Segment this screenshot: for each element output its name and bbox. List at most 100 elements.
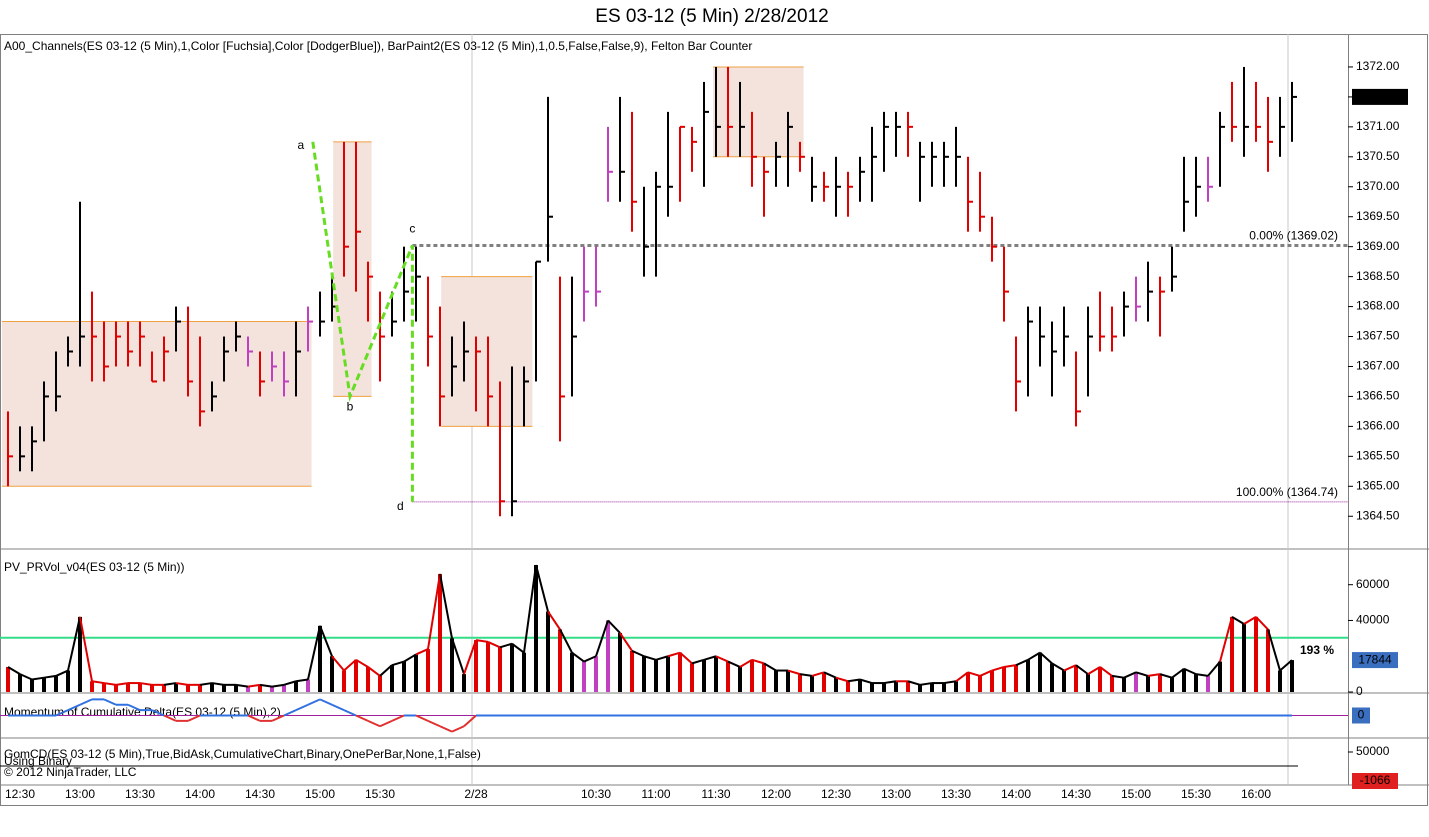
- y-tick-label: 60000: [1356, 577, 1390, 591]
- volume-line: [655, 655, 669, 661]
- volume-bar: [126, 683, 130, 692]
- volume-line: [823, 671, 837, 679]
- volume-bar: [150, 684, 154, 692]
- volume-bar: [1206, 675, 1210, 692]
- volume-bar: [690, 663, 694, 692]
- y-tick-label: 1366.00: [1356, 419, 1400, 433]
- volume-bar: [54, 675, 58, 692]
- volume-line: [1231, 616, 1245, 625]
- volume-line: [319, 625, 333, 657]
- volume-bar: [630, 650, 634, 692]
- volume-line: [1075, 664, 1089, 675]
- x-tick-label: 11:30: [701, 787, 730, 801]
- momentum-line: [283, 709, 297, 717]
- panel-title: GomCD(ES 03-12 (5 Min),True,BidAsk,Cumul…: [4, 747, 481, 761]
- volume-bar: [846, 681, 850, 692]
- volume-line: [19, 673, 33, 681]
- last-price-tag-bg: [1352, 88, 1408, 105]
- x-tick-label: 12:00: [761, 787, 791, 801]
- y-tick-label: 1369.00: [1356, 239, 1400, 253]
- volume-bar: [798, 674, 802, 692]
- volume-bar: [726, 661, 730, 692]
- volume-line: [1123, 671, 1137, 679]
- volume-line: [1183, 667, 1197, 676]
- volume-line: [163, 682, 177, 686]
- volume-line: [679, 651, 693, 665]
- volume-bar: [186, 684, 190, 692]
- frame: [0, 34, 1428, 806]
- volume-line: [787, 669, 801, 676]
- y-tick-label: 1364.50: [1356, 508, 1400, 522]
- volume-bar: [426, 649, 430, 692]
- volume-bar: [486, 641, 490, 692]
- x-tick-label: 10:30: [581, 787, 611, 801]
- volume-bar: [1230, 616, 1234, 692]
- volume-line: [631, 649, 645, 658]
- x-tick-label: 15:30: [365, 787, 395, 801]
- volume-bar: [1038, 652, 1042, 692]
- volume-line: [595, 620, 609, 657]
- momentum-line: [367, 719, 381, 728]
- x-tick-label: 15:00: [1121, 787, 1151, 801]
- volume-tag-bg: [1352, 652, 1398, 669]
- volume-line: [247, 683, 261, 688]
- volume-bar: [1014, 665, 1018, 692]
- volume-line: [1279, 659, 1293, 672]
- volume-bar: [438, 573, 442, 692]
- y-tick-label: 1365.00: [1356, 478, 1400, 492]
- x-tick-label: 12:30: [821, 787, 851, 801]
- volume-bar: [102, 683, 106, 692]
- volume-line: [919, 682, 933, 686]
- volume-line: [235, 683, 249, 688]
- zigzag-label: c: [409, 222, 415, 236]
- x-tick-label: 13:00: [65, 787, 95, 801]
- channel: [441, 276, 533, 427]
- volume-line: [307, 625, 321, 680]
- x-tick-label: 14:00: [1001, 787, 1031, 801]
- volume-line: [847, 678, 861, 683]
- volume-line: [283, 680, 297, 686]
- volume-line: [523, 564, 537, 653]
- volume-bar: [282, 684, 286, 692]
- volume-bar: [966, 672, 970, 692]
- volume-bar: [198, 684, 202, 692]
- volume-bar: [990, 670, 994, 692]
- y-tick-label: 1368.50: [1356, 269, 1400, 283]
- volume-bar: [834, 677, 838, 692]
- volume-line: [1003, 664, 1017, 668]
- volume-bar: [762, 663, 766, 692]
- volume-bar: [222, 684, 226, 692]
- volume-line: [331, 655, 345, 672]
- gom-tag: -1066: [1360, 773, 1391, 787]
- volume-line: [511, 642, 525, 654]
- volume-bar: [498, 647, 502, 692]
- indicator-label: A00_Channels(ES 03-12 (5 Min),1,Color [F…: [4, 39, 752, 53]
- volume-bar: [330, 656, 334, 692]
- volume-line: [739, 658, 753, 668]
- volume-bar: [702, 659, 706, 692]
- y-tick-label: 1367.00: [1356, 359, 1400, 373]
- volume-line: [583, 655, 597, 663]
- volume-bar: [570, 652, 574, 692]
- x-tick-label: 16:00: [1241, 787, 1271, 801]
- volume-bar: [894, 681, 898, 692]
- volume-line: [883, 680, 897, 685]
- x-tick-label: 14:30: [245, 787, 275, 801]
- volume-bar: [1242, 624, 1246, 692]
- volume-line: [31, 676, 45, 681]
- volume-bar: [594, 656, 598, 692]
- percent-label: 193 %: [1300, 643, 1334, 657]
- volume-line: [403, 653, 417, 663]
- volume-line: [619, 632, 633, 652]
- volume-line: [475, 639, 489, 643]
- volume-bar: [774, 670, 778, 692]
- volume-bar: [474, 640, 478, 692]
- momentum-line: [55, 709, 69, 717]
- volume-bar: [30, 679, 34, 692]
- volume-line: [67, 616, 81, 671]
- volume-bar: [582, 661, 586, 692]
- momentum-line: [319, 698, 333, 706]
- x-tick-label: 15:00: [305, 787, 335, 801]
- volume-bar: [258, 684, 262, 692]
- channel: [333, 141, 372, 397]
